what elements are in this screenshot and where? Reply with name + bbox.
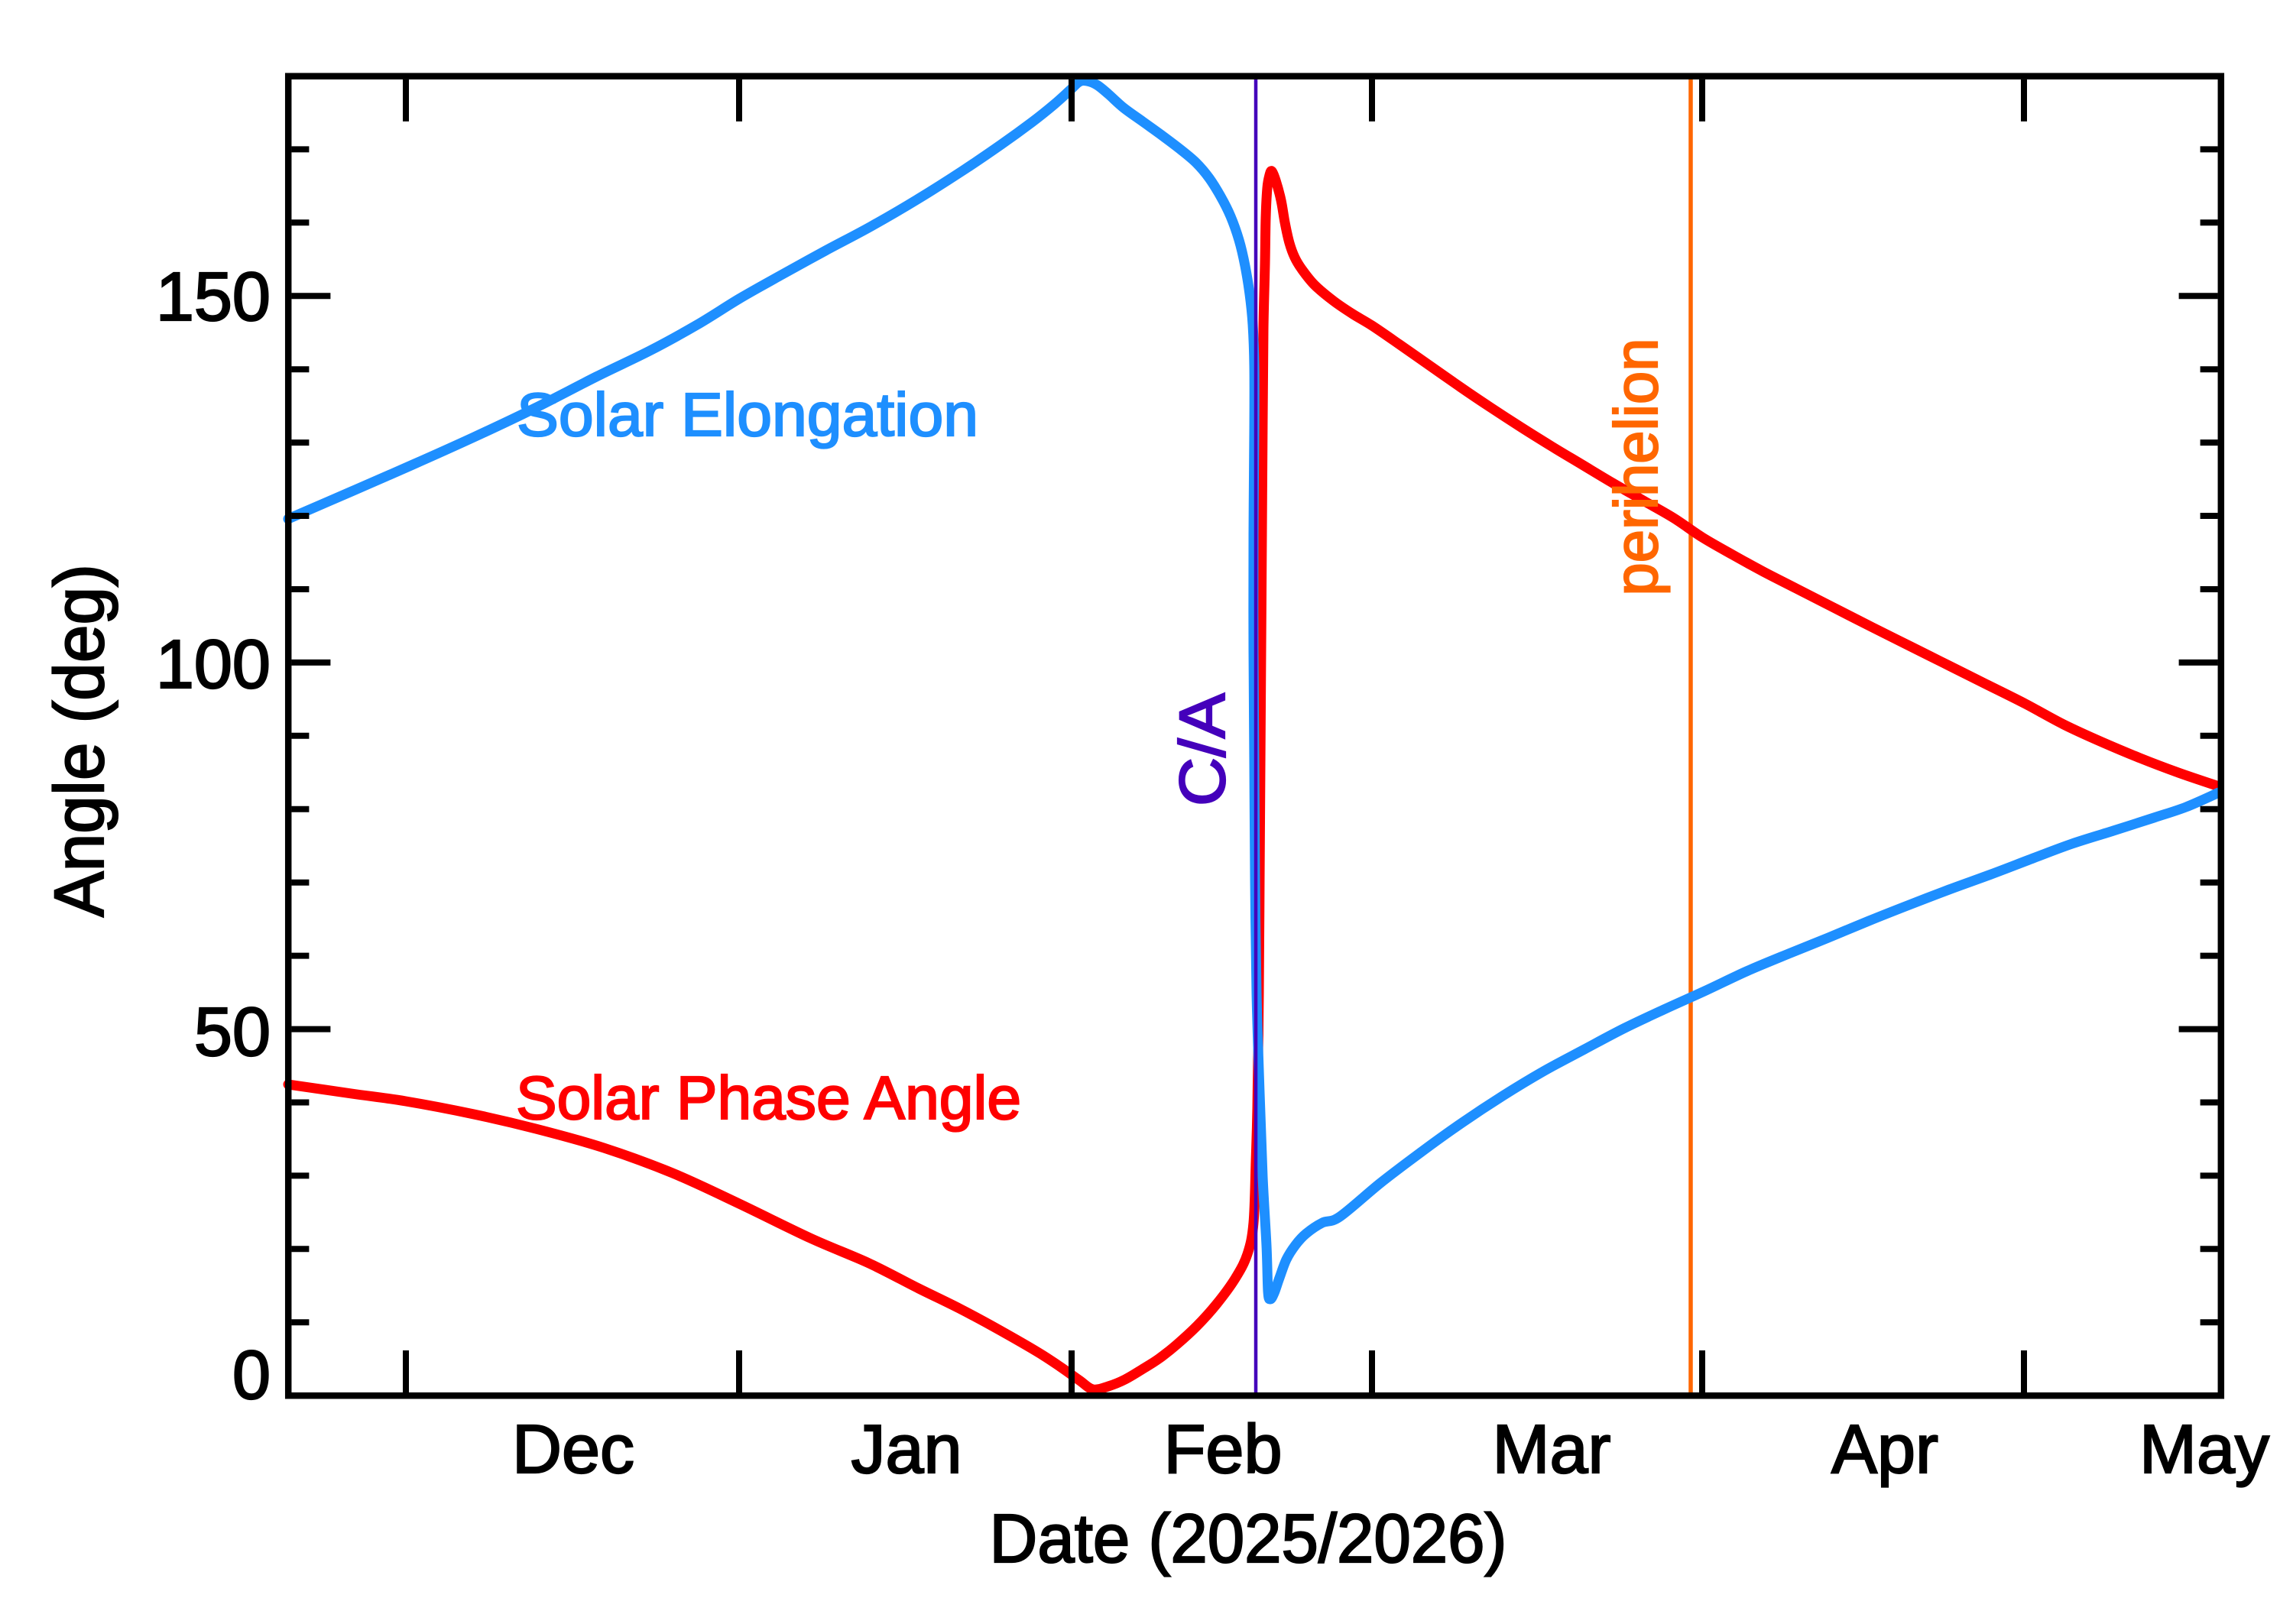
svg-text:150: 150 [156, 259, 271, 335]
svg-text:100: 100 [156, 627, 271, 703]
svg-text:C/A: C/A [1166, 693, 1238, 806]
svg-text:0: 0 [232, 1337, 271, 1414]
svg-text:Angle (deg): Angle (deg) [41, 564, 118, 917]
svg-text:perihelion: perihelion [1602, 339, 1670, 596]
svg-text:Solar Elongation: Solar Elongation [517, 381, 978, 449]
svg-text:Dec: Dec [512, 1412, 634, 1488]
svg-text:May: May [2139, 1412, 2269, 1488]
svg-text:Apr: Apr [1831, 1412, 1938, 1488]
svg-text:Solar Phase Angle: Solar Phase Angle [516, 1064, 1021, 1132]
svg-text:Feb: Feb [1163, 1412, 1282, 1488]
svg-text:Date (2025/2026): Date (2025/2026) [990, 1501, 1507, 1577]
svg-text:Jan: Jan [851, 1412, 962, 1488]
svg-text:50: 50 [194, 994, 271, 1071]
svg-text:Mar: Mar [1493, 1412, 1611, 1488]
